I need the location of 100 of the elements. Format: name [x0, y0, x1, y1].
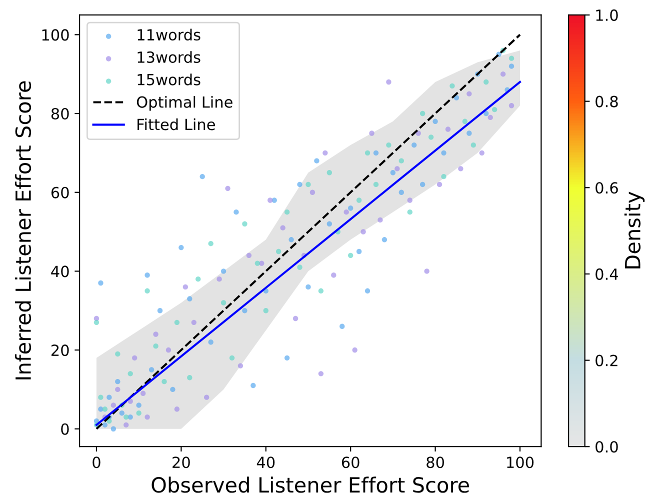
point: [373, 150, 379, 156]
point: [238, 363, 244, 368]
point: [182, 284, 188, 290]
point: [132, 355, 138, 361]
point: [441, 174, 446, 180]
x-tick-label: 0: [92, 456, 100, 468]
point: [407, 209, 412, 215]
point: [144, 272, 150, 278]
point: [187, 375, 192, 380]
x-tick-label: 80: [426, 456, 444, 468]
point: [348, 206, 354, 211]
legend-label: 11words: [138, 28, 200, 41]
point: [297, 182, 302, 188]
point: [479, 150, 484, 156]
point: [466, 130, 472, 136]
point: [398, 158, 404, 164]
y-tick-label: 100: [42, 29, 69, 41]
point: [220, 268, 226, 274]
point: [170, 386, 176, 392]
point: [364, 150, 370, 156]
point: [436, 182, 442, 188]
point: [115, 378, 120, 384]
point: [344, 209, 349, 215]
point: [157, 308, 163, 314]
point: [386, 142, 392, 148]
legend-label: 13words: [138, 51, 200, 63]
point: [288, 237, 294, 242]
point: [508, 103, 514, 108]
point: [297, 264, 302, 270]
color-bar-label: 0.0: [596, 441, 618, 453]
x-tick-label: 40: [256, 456, 275, 468]
point: [310, 190, 316, 195]
point: [229, 355, 235, 361]
point: [462, 118, 468, 124]
point: [208, 241, 214, 246]
point: [326, 170, 332, 176]
y-tick-label: 40: [51, 266, 69, 278]
point: [124, 414, 129, 420]
x-tick-label: 20: [172, 456, 190, 468]
point: [306, 284, 311, 290]
color-bar-label: 1.0: [596, 9, 618, 21]
point: [242, 221, 248, 226]
point: [124, 422, 129, 428]
point: [110, 402, 116, 408]
point: [420, 110, 426, 116]
point: [254, 260, 260, 266]
point: [484, 110, 489, 116]
point: [352, 347, 358, 353]
point: [263, 308, 268, 314]
point: [306, 182, 311, 188]
point: [488, 114, 493, 120]
point: [322, 150, 328, 156]
point: [234, 209, 239, 215]
y-tick-label: 60: [51, 186, 69, 198]
point: [276, 248, 282, 254]
point: [136, 410, 142, 416]
point: [128, 371, 133, 376]
point: [314, 158, 320, 164]
point: [115, 386, 120, 392]
point: [98, 394, 104, 400]
color-bar-label: 0.8: [596, 96, 618, 108]
point: [246, 252, 252, 258]
legend-label: Fitted Line: [138, 118, 215, 130]
point: [102, 422, 108, 428]
point: [364, 288, 370, 294]
color-bar-label: 0.2: [596, 354, 618, 366]
point: [420, 182, 426, 188]
y-axis-title: Inferred Listener Effort Score: [14, 81, 32, 380]
point: [458, 166, 464, 172]
point: [250, 382, 256, 388]
point: [318, 288, 324, 294]
point: [326, 221, 332, 226]
point: [119, 410, 124, 416]
point: [386, 79, 392, 85]
point: [140, 390, 146, 396]
point: [225, 186, 230, 192]
point: [369, 130, 374, 136]
point: [98, 280, 104, 286]
point: [187, 296, 192, 302]
point: [166, 347, 172, 353]
point: [174, 320, 180, 326]
point: [373, 182, 379, 188]
point: [412, 142, 417, 148]
y-tick-label: 0: [61, 423, 69, 435]
point: [378, 217, 383, 223]
point: [284, 209, 290, 215]
point: [508, 64, 514, 69]
point: [398, 190, 404, 195]
point: [424, 268, 430, 274]
point: [216, 276, 222, 282]
legend-label: Optimal Line: [136, 96, 232, 111]
point: [394, 166, 400, 172]
point: [382, 237, 388, 242]
point: [356, 198, 362, 203]
point: [196, 276, 201, 282]
point: [360, 229, 366, 234]
point: [407, 198, 412, 203]
point: [356, 248, 362, 254]
point: [428, 134, 434, 140]
point: [292, 316, 298, 322]
